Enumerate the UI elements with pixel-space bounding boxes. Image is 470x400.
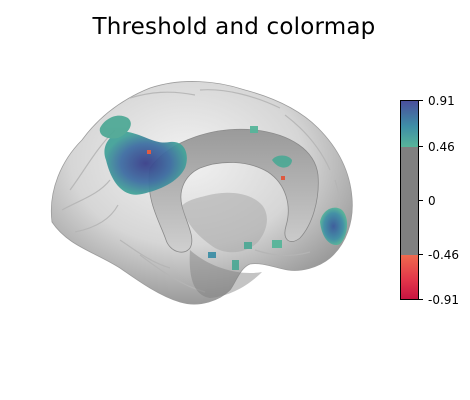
colorbar-tick [419, 200, 423, 201]
colorbar-positive-segment [401, 101, 418, 147]
colorbar-neutral-segment [401, 147, 418, 255]
colorbar-tick [419, 299, 423, 300]
colorbar-tick-label: 0 [428, 194, 436, 208]
colorbar-tick-label: -0.46 [428, 248, 460, 262]
figure-title: Threshold and colormap [92, 14, 376, 40]
colorbar [400, 100, 419, 300]
activation-overlay [99, 115, 348, 270]
colorbar-tick-label: -0.91 [428, 293, 460, 307]
colorbar-tick [419, 100, 423, 101]
colorbar-tick [419, 254, 423, 255]
colorbar-negative-segment [401, 255, 418, 299]
colorbar-tick-label: 0.91 [428, 94, 455, 108]
colorbar-tick-label: 0.46 [428, 140, 455, 154]
colorbar-tick [419, 146, 423, 147]
